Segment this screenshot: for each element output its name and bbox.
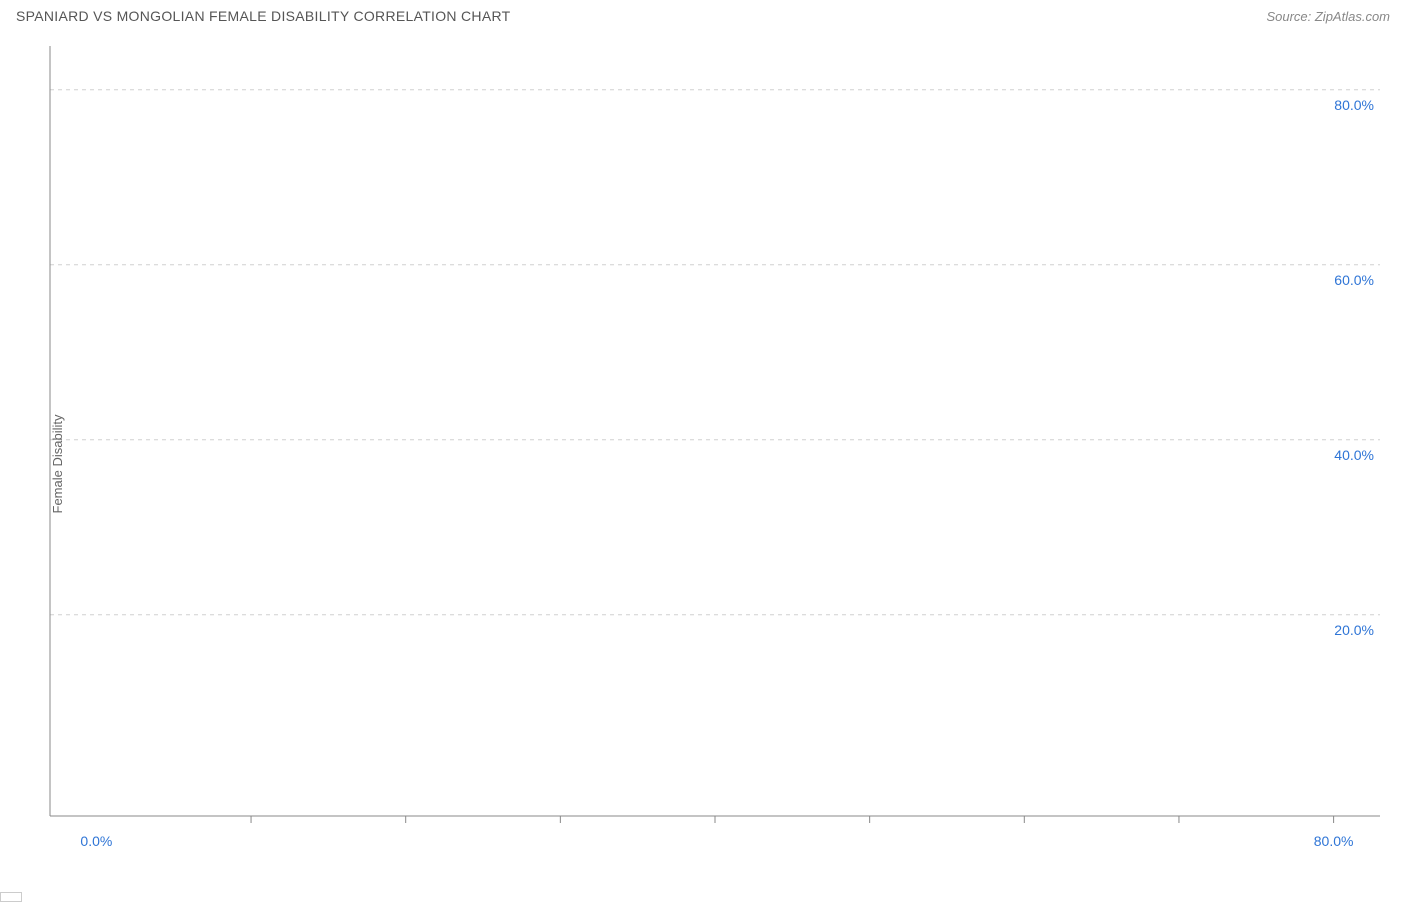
scatter-chart: 20.0% 40.0% 60.0% 80.0% 0.0% 80.0% (0, 36, 1406, 892)
chart-title: SPANIARD VS MONGOLIAN FEMALE DISABILITY … (16, 8, 511, 24)
svg-text:80.0%: 80.0% (1334, 97, 1374, 113)
y-axis-label: Female Disability (50, 415, 65, 514)
svg-text:0.0%: 0.0% (80, 833, 112, 849)
title-bar: SPANIARD VS MONGOLIAN FEMALE DISABILITY … (0, 0, 1406, 28)
correlation-legend (0, 892, 22, 902)
svg-text:60.0%: 60.0% (1334, 272, 1374, 288)
source-label: Source: ZipAtlas.com (1266, 9, 1390, 24)
svg-text:40.0%: 40.0% (1334, 447, 1374, 463)
plot-area: Female Disability 20.0% 40.0% 60.0% 80.0% 0.… (0, 36, 1406, 892)
svg-text:80.0%: 80.0% (1314, 833, 1354, 849)
svg-text:20.0%: 20.0% (1334, 622, 1374, 638)
